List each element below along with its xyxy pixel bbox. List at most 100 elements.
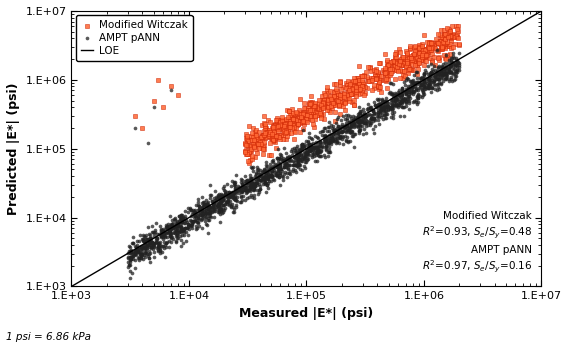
Modified Witczak	[391, 59, 400, 65]
AMPT pANN	[332, 130, 341, 136]
Modified Witczak	[242, 151, 251, 157]
Modified Witczak	[338, 84, 347, 90]
AMPT pANN	[288, 162, 297, 168]
AMPT pANN	[168, 224, 178, 229]
AMPT pANN	[419, 92, 428, 98]
AMPT pANN	[166, 230, 175, 235]
AMPT pANN	[179, 217, 188, 223]
AMPT pANN	[141, 245, 150, 251]
AMPT pANN	[156, 226, 166, 232]
Modified Witczak	[403, 51, 412, 57]
Modified Witczak	[332, 97, 341, 102]
AMPT pANN	[145, 235, 154, 241]
Modified Witczak	[259, 133, 268, 139]
AMPT pANN	[170, 230, 179, 236]
AMPT pANN	[378, 103, 387, 108]
AMPT pANN	[429, 74, 438, 80]
AMPT pANN	[176, 212, 185, 218]
Modified Witczak	[440, 36, 450, 42]
AMPT pANN	[135, 246, 144, 251]
AMPT pANN	[376, 110, 385, 116]
Modified Witczak	[308, 111, 318, 117]
AMPT pANN	[419, 89, 428, 95]
AMPT pANN	[197, 194, 207, 200]
Modified Witczak	[394, 58, 403, 64]
AMPT pANN	[226, 190, 235, 195]
AMPT pANN	[327, 126, 336, 131]
Modified Witczak	[246, 144, 255, 149]
AMPT pANN	[408, 84, 417, 89]
AMPT pANN	[436, 75, 446, 80]
Modified Witczak	[285, 119, 294, 124]
Modified Witczak	[372, 75, 381, 80]
Modified Witczak	[424, 55, 434, 61]
AMPT pANN	[358, 112, 368, 118]
AMPT pANN	[143, 237, 152, 243]
AMPT pANN	[413, 79, 422, 85]
AMPT pANN	[260, 173, 269, 179]
AMPT pANN	[175, 219, 184, 224]
AMPT pANN	[383, 111, 392, 116]
AMPT pANN	[295, 148, 304, 154]
Modified Witczak	[399, 60, 408, 66]
Modified Witczak	[410, 50, 419, 55]
AMPT pANN	[126, 255, 135, 260]
AMPT pANN	[438, 75, 447, 81]
AMPT pANN	[176, 225, 185, 230]
AMPT pANN	[302, 152, 311, 157]
AMPT pANN	[200, 203, 209, 208]
AMPT pANN	[275, 170, 284, 175]
AMPT pANN	[285, 154, 294, 160]
Modified Witczak	[396, 57, 405, 62]
AMPT pANN	[225, 193, 234, 199]
AMPT pANN	[216, 211, 225, 217]
AMPT pANN	[155, 223, 164, 228]
AMPT pANN	[388, 97, 397, 103]
AMPT pANN	[129, 251, 138, 257]
AMPT pANN	[373, 114, 382, 119]
AMPT pANN	[230, 181, 239, 186]
AMPT pANN	[220, 194, 229, 199]
AMPT pANN	[241, 197, 250, 203]
Modified Witczak	[250, 129, 259, 135]
AMPT pANN	[381, 104, 390, 109]
Modified Witczak	[393, 67, 402, 73]
AMPT pANN	[242, 184, 251, 190]
Modified Witczak	[319, 100, 328, 105]
AMPT pANN	[448, 65, 457, 70]
AMPT pANN	[417, 86, 426, 92]
AMPT pANN	[390, 90, 399, 95]
AMPT pANN	[341, 128, 351, 134]
AMPT pANN	[293, 156, 302, 162]
Modified Witczak	[246, 148, 255, 153]
AMPT pANN	[351, 131, 360, 137]
AMPT pANN	[237, 189, 246, 195]
AMPT pANN	[277, 166, 286, 172]
AMPT pANN	[166, 235, 175, 241]
Modified Witczak	[246, 133, 255, 139]
AMPT pANN	[328, 136, 337, 141]
Modified Witczak	[340, 107, 349, 113]
AMPT pANN	[400, 96, 409, 102]
AMPT pANN	[369, 111, 378, 117]
AMPT pANN	[139, 238, 148, 244]
Modified Witczak	[270, 139, 279, 144]
Modified Witczak	[242, 143, 251, 148]
Modified Witczak	[308, 117, 317, 122]
Modified Witczak	[437, 40, 446, 46]
Modified Witczak	[406, 56, 415, 61]
AMPT pANN	[178, 228, 187, 234]
AMPT pANN	[158, 233, 167, 239]
AMPT pANN	[361, 117, 370, 123]
AMPT pANN	[131, 257, 140, 263]
Modified Witczak	[358, 84, 368, 90]
AMPT pANN	[246, 183, 255, 188]
AMPT pANN	[232, 194, 241, 200]
Modified Witczak	[282, 127, 291, 133]
Modified Witczak	[350, 75, 359, 81]
Modified Witczak	[351, 86, 360, 92]
Modified Witczak	[438, 39, 447, 44]
AMPT pANN	[131, 248, 141, 253]
Modified Witczak	[301, 116, 310, 121]
AMPT pANN	[439, 78, 448, 84]
